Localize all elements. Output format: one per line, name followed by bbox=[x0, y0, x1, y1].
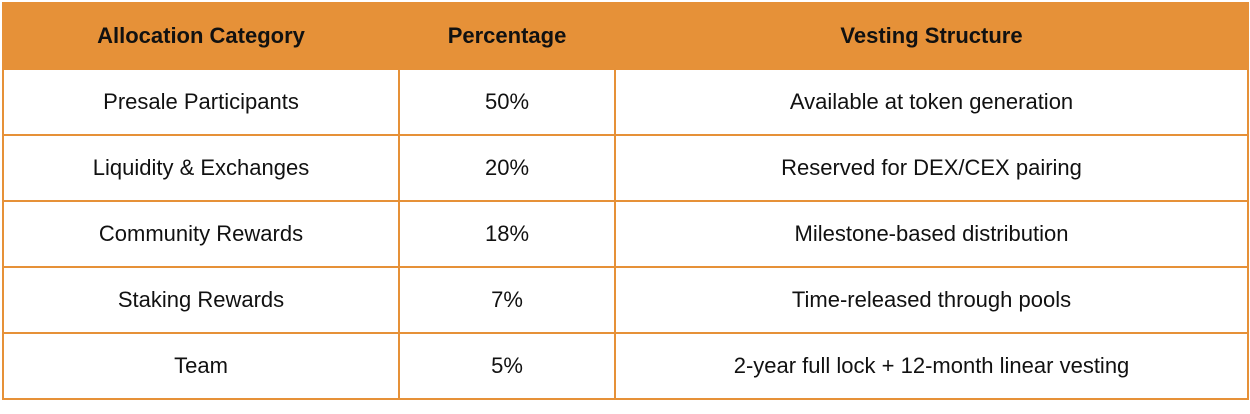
table-row: Liquidity & Exchanges 20% Reserved for DEX… bbox=[2, 134, 1249, 202]
table-cell: Staking Rewards bbox=[2, 266, 400, 334]
header-cell: Percentage bbox=[398, 2, 616, 70]
table-cell: 50% bbox=[398, 68, 616, 136]
table-cell: 5% bbox=[398, 332, 616, 400]
header-row: Allocation Category Percentage Vesting Str… bbox=[2, 2, 1249, 70]
table-cell: Team bbox=[2, 332, 400, 400]
table-row: Team 5% 2-year full lock + 12-month linear… bbox=[2, 332, 1249, 400]
table-row: Community Rewards 18% Milestone-based dist… bbox=[2, 200, 1249, 268]
table-cell: Community Rewards bbox=[2, 200, 400, 268]
table-cell: Available at token generation bbox=[614, 68, 1249, 136]
header-cell: Allocation Category bbox=[2, 2, 400, 70]
table-cell: Reserved for DEX/CEX pairing bbox=[614, 134, 1249, 202]
table-row: Presale Participants 50% Available at toke… bbox=[2, 68, 1249, 136]
table-cell: 18% bbox=[398, 200, 616, 268]
table-cell: Liquidity & Exchanges bbox=[2, 134, 400, 202]
table-cell: 2-year full lock + 12-month linear vesti… bbox=[614, 332, 1249, 400]
table-header: Allocation Category Percentage Vesting Str… bbox=[2, 2, 1249, 70]
table-cell: 7% bbox=[398, 266, 616, 334]
header-cell: Vesting Structure bbox=[614, 2, 1249, 70]
table-cell: Time-released through pools bbox=[614, 266, 1249, 334]
table-cell: Milestone-based distribution bbox=[614, 200, 1249, 268]
table-body: Presale Participants 50% Available at toke… bbox=[2, 68, 1249, 400]
table-cell: Presale Participants bbox=[2, 68, 400, 136]
table-cell: 20% bbox=[398, 134, 616, 202]
allocation-table: Allocation Category Percentage Vesting Str… bbox=[2, 2, 1249, 400]
table-row: Staking Rewards 7% Time-released through p… bbox=[2, 266, 1249, 334]
